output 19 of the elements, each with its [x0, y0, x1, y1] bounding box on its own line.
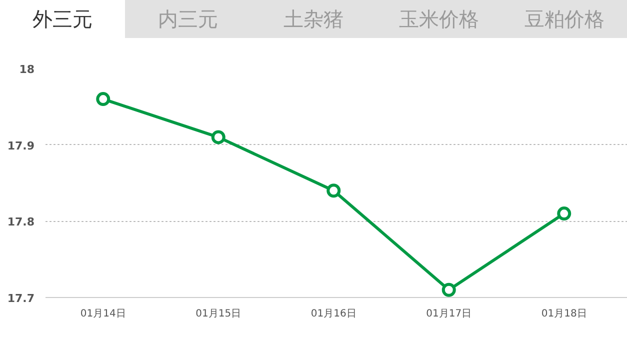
text: 豆粕价格 — [502, 0, 627, 38]
y-tick-label: 17.7 — [7, 292, 34, 305]
x-tick-label: 01月17日 — [426, 308, 472, 320]
text: 外三元 — [0, 0, 126, 38]
text: 土杂猪 — [250, 0, 376, 38]
point — [96, 92, 110, 106]
point — [326, 184, 341, 198]
x-tick-label: 01月15日 — [196, 308, 242, 320]
y-tick-label: 18 — [19, 63, 35, 76]
point — [557, 206, 572, 221]
x-tick-label: 01月14日 — [80, 308, 126, 320]
x-tick-label: 01月18日 — [541, 308, 587, 320]
y-tick-label: 17.8 — [7, 216, 34, 229]
point — [442, 282, 456, 297]
text: 内三元 — [125, 0, 251, 38]
y-tick-label: 17.9 — [7, 139, 34, 152]
text: 玉米价格 — [376, 0, 502, 38]
x-tick-label: 01月16日 — [310, 308, 356, 320]
point — [211, 130, 226, 144]
